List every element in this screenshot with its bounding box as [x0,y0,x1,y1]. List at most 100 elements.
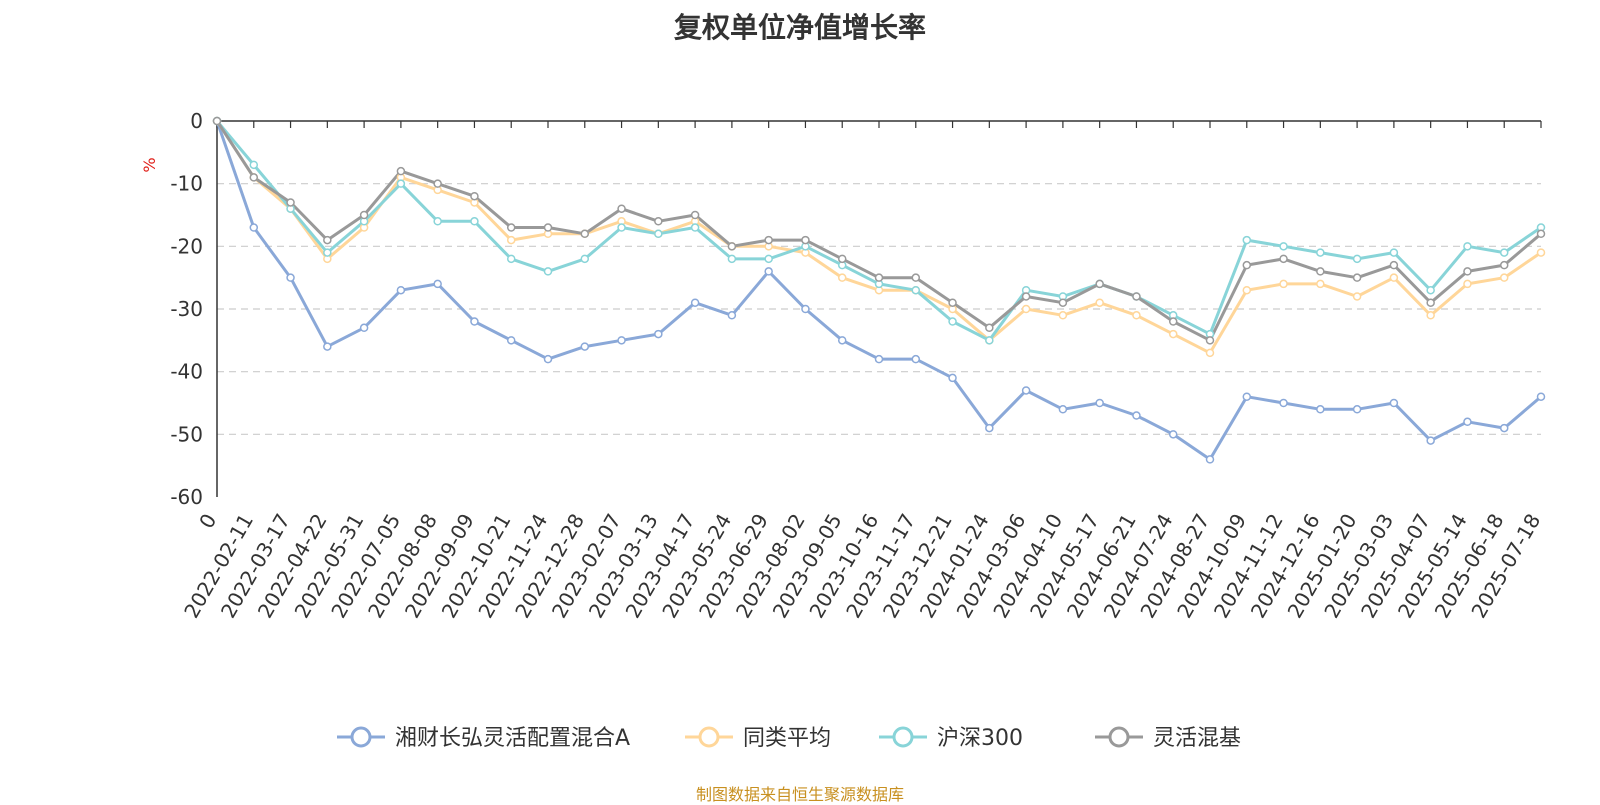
legend-item[interactable]: 同类平均 [685,726,831,751]
data-point [1242,260,1252,270]
legend-item[interactable]: 沪深300 [879,726,1023,751]
data-point [1205,455,1215,464]
y-tick-label: -50 [170,422,203,446]
data-point [1499,273,1509,282]
y-tick-label: -10 [170,172,203,196]
data-point [727,242,737,251]
data-point [1021,386,1031,395]
data-point [506,235,516,245]
data-point [617,204,626,213]
data-point [470,317,479,326]
data-point [506,223,516,232]
x-axis-ticks: 02022-02-112022-03-172022-04-222022-05-3… [179,121,1545,622]
data-point [1389,260,1399,270]
data-point [1132,411,1141,420]
x-tick-label: 0 [194,510,221,533]
source-note: 制图数据来自恒生聚源数据库 [695,785,904,804]
data-point [948,317,957,326]
data-point [1316,405,1325,414]
data-point [359,323,369,333]
legend-item[interactable]: 灵活混基 [1095,726,1241,751]
legend-item[interactable]: 湘财长弘灵活配置混合A [337,726,630,751]
data-point [1536,229,1546,239]
data-point [543,267,553,276]
series-line [215,120,1542,355]
data-point [1279,242,1288,251]
data-point [1536,248,1546,257]
data-point [1389,248,1399,257]
data-point [580,229,590,239]
legend-label: 沪深300 [937,726,1023,751]
data-point [323,235,332,245]
data-point [1242,392,1252,401]
data-point [1316,267,1325,276]
data-point [1499,260,1509,270]
data-point [1058,298,1068,307]
data-point [1021,292,1031,301]
legend-marker-icon [350,726,372,748]
data-point [985,323,994,333]
data-point [1242,235,1252,245]
data-point [1499,248,1509,257]
y-tick-label: 0 [190,109,203,133]
data-point [1389,273,1399,282]
data-point [470,217,479,226]
series-markers [212,116,1546,464]
data-point [1168,430,1178,439]
data-point [1316,279,1325,289]
data-point [580,342,590,351]
y-tick-label: -20 [170,234,203,258]
data-point [396,179,406,188]
data-point [1095,298,1104,307]
data-point [1536,392,1546,401]
data-point [543,223,553,232]
data-point [1426,298,1435,307]
legend-marker-icon [1108,726,1130,748]
data-point [764,267,773,276]
data-point [286,198,295,207]
series-line [215,120,1542,342]
data-point [1279,279,1288,289]
data-point [911,285,921,295]
legend-label: 灵活混基 [1153,726,1241,751]
legend-label: 湘财长弘灵活配置混合A [395,726,630,751]
legend-label: 同类平均 [743,726,831,751]
data-point [1352,405,1362,414]
data-point [948,373,957,383]
data-point [1463,279,1472,289]
data-point [1352,254,1362,264]
data-point [1463,242,1472,251]
data-point [323,342,332,351]
data-point [433,279,442,289]
data-point [1352,292,1362,301]
data-point [1205,348,1215,358]
data-point [801,304,810,314]
data-point [1499,423,1509,433]
data-point [1426,436,1435,445]
y-tick-label: -30 [170,297,203,321]
data-point [985,336,994,345]
data-point [1132,292,1141,301]
legend-marker-icon [698,726,720,748]
data-point [1389,398,1399,408]
data-point [1021,304,1031,314]
data-point [1279,398,1288,408]
data-point [874,354,884,364]
data-point [874,273,884,282]
data-point [1168,329,1178,339]
data-point [433,179,442,188]
data-point [396,285,406,295]
data-point [911,273,921,282]
data-point [1352,273,1362,282]
data-point [212,116,222,126]
data-point [837,336,847,345]
data-point [470,191,479,201]
data-point [690,223,700,232]
data-point [1279,254,1288,264]
data-point [1058,405,1068,414]
data-point [543,354,553,364]
data-point [911,354,921,364]
data-point [1095,279,1104,289]
series-line [215,120,1542,342]
